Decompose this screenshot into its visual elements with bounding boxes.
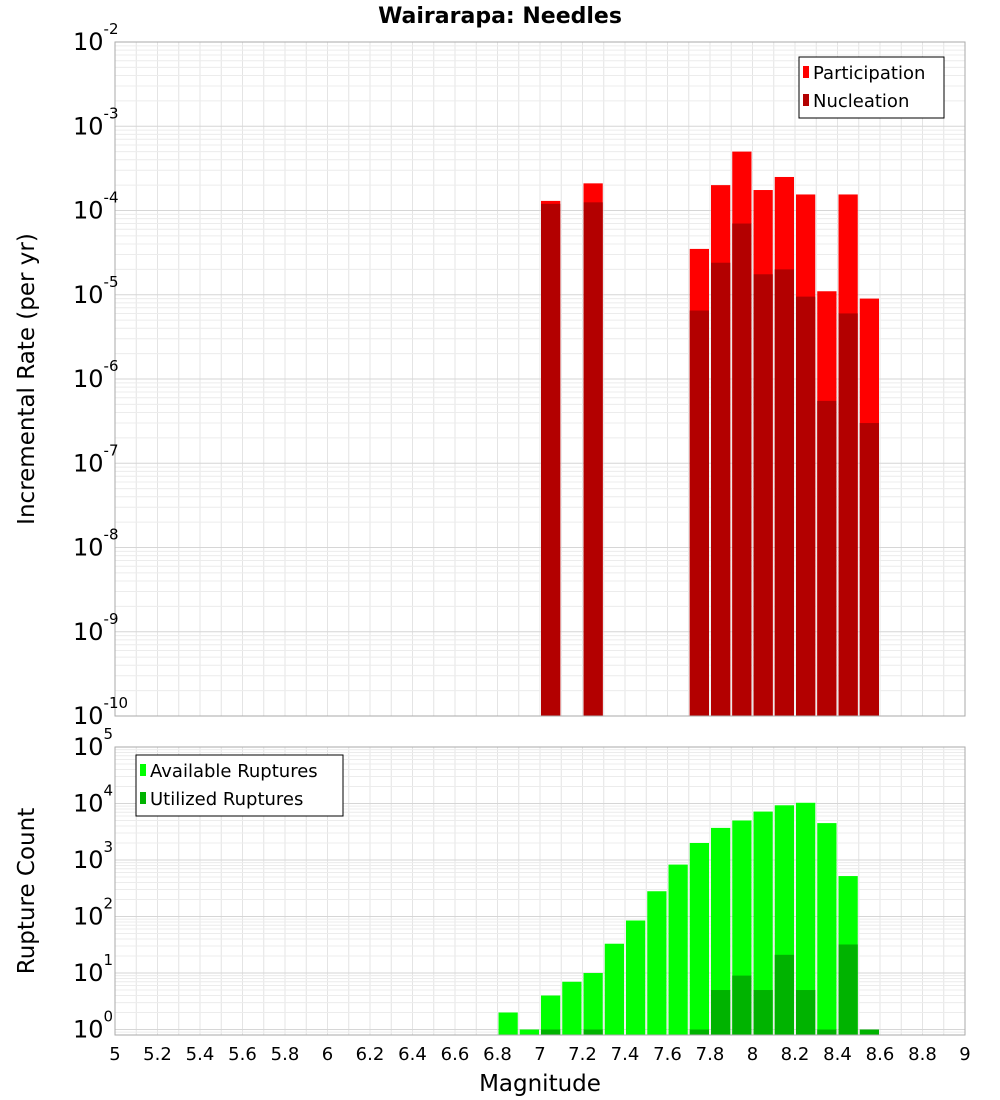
count-y-ticks: 100 101 102 103 104 105 [73, 725, 113, 1044]
bar-available-ruptures [541, 995, 561, 1035]
bar-available-ruptures [711, 827, 731, 1035]
bar-available-ruptures [647, 891, 667, 1035]
x-tick-label: 7.6 [653, 1044, 682, 1065]
y-tick-label: 10-10 [73, 694, 128, 730]
legend-label: Nucleation [813, 91, 909, 112]
x-tick-label: 8.8 [908, 1044, 937, 1065]
y-tick-label: 103 [73, 838, 113, 874]
bar-available-ruptures [668, 864, 688, 1035]
bar-available-ruptures [817, 823, 837, 1035]
x-tick-label: 8 [747, 1044, 758, 1065]
bar-nucleation [774, 269, 794, 716]
bar-utilized-ruptures [711, 990, 731, 1035]
bar-utilized-ruptures [541, 1029, 561, 1035]
y-tick-label: 104 [73, 782, 113, 818]
bar-utilized-ruptures [774, 954, 794, 1035]
bar-utilized-ruptures [689, 1029, 709, 1035]
rate-bars [541, 151, 879, 717]
x-tick-label: 5.8 [271, 1044, 300, 1065]
y-tick-label: 10-9 [73, 610, 119, 646]
bar-available-ruptures [689, 843, 709, 1035]
x-tick-label: 6.8 [483, 1044, 512, 1065]
y-tick-label: 10-2 [73, 20, 119, 56]
bar-utilized-ruptures [583, 1029, 603, 1035]
bar-available-ruptures [498, 1012, 518, 1035]
bar-nucleation [583, 202, 603, 716]
y-tick-label: 10-7 [73, 441, 119, 477]
bar-nucleation [817, 400, 837, 716]
x-tick-label: 8.2 [781, 1044, 810, 1065]
bar-available-ruptures [562, 981, 582, 1035]
x-tick-label: 5.4 [186, 1044, 215, 1065]
rate-y-axis-label: Incremental Rate (per yr) [14, 233, 40, 525]
bar-utilized-ruptures [753, 990, 773, 1035]
y-tick-label: 10-3 [73, 104, 119, 140]
count-bars [498, 802, 879, 1035]
x-axis-label: Magnitude [479, 1071, 601, 1097]
y-tick-label: 10-5 [73, 273, 119, 309]
bar-nucleation [711, 262, 731, 716]
legend-label: Available Ruptures [150, 761, 318, 782]
bar-nucleation [732, 223, 752, 717]
bar-available-ruptures [604, 943, 624, 1035]
x-tick-label: 8.6 [866, 1044, 895, 1065]
bar-available-ruptures [753, 811, 773, 1035]
x-tick-label: 9 [959, 1044, 970, 1065]
x-axis-ticks: 5 5.2 5.4 5.6 5.8 6 6.2 6.4 6.6 6.8 7 7.2 7.4 7.6 7.8 8… [109, 1044, 970, 1065]
bar-nucleation [859, 423, 879, 716]
x-tick-label: 7.4 [611, 1044, 640, 1065]
rate-grid [114, 41, 966, 717]
rate-y-ticks: 10-10 10-9 10-8 10-7 10-6 10-5 10-4 10-3 10-2 [73, 20, 128, 730]
legend-box [798, 56, 945, 119]
y-tick-label: 10-6 [73, 357, 119, 393]
count-panel: 100 101 102 103 104 105 Rupture Count Availab… [14, 725, 966, 1044]
bar-utilized-ruptures [859, 1029, 879, 1035]
bar-available-ruptures [519, 1029, 539, 1035]
x-tick-label: 7.8 [696, 1044, 725, 1065]
bar-nucleation [796, 296, 816, 716]
legend-label: Participation [813, 63, 925, 84]
count-plot-frame [114, 746, 966, 1036]
x-tick-label: 6.4 [398, 1044, 427, 1065]
legend-swatch [140, 764, 146, 776]
chart-title: Wairarapa: Needles [378, 4, 622, 29]
legend-label: Utilized Ruptures [150, 789, 303, 810]
legend-swatch [140, 792, 146, 804]
x-tick-label: 7.2 [568, 1044, 597, 1065]
bar-available-ruptures [626, 920, 646, 1035]
x-tick-label: 7 [534, 1044, 545, 1065]
count-y-axis-label: Rupture Count [14, 808, 40, 974]
x-tick-label: 6 [322, 1044, 333, 1065]
x-tick-label: 5.6 [228, 1044, 257, 1065]
legend-box [135, 754, 344, 817]
x-tick-label: 5 [109, 1044, 120, 1065]
bar-nucleation [753, 274, 773, 716]
y-tick-label: 101 [73, 951, 113, 987]
y-tick-label: 10-8 [73, 526, 119, 562]
x-tick-label: 6.6 [441, 1044, 470, 1065]
y-tick-label: 100 [73, 1008, 113, 1044]
y-tick-label: 102 [73, 895, 113, 931]
y-tick-label: 105 [73, 725, 113, 761]
rate-legend: Participation Nucleation [798, 56, 945, 119]
bar-utilized-ruptures [817, 1029, 837, 1035]
bar-nucleation [838, 313, 858, 716]
bar-nucleation [689, 310, 709, 716]
x-tick-label: 6.2 [356, 1044, 385, 1065]
count-legend: Available Ruptures Utilized Ruptures [135, 754, 344, 817]
bar-utilized-ruptures [796, 990, 816, 1035]
rate-plot-frame [114, 41, 966, 717]
bar-nucleation [541, 203, 561, 716]
rate-panel: 10-10 10-9 10-8 10-7 10-6 10-5 10-4 10-3 10-2 In… [14, 20, 966, 730]
x-tick-label: 8.4 [823, 1044, 852, 1065]
bar-available-ruptures [583, 973, 603, 1035]
bar-available-ruptures [796, 802, 816, 1035]
legend-swatch [803, 94, 809, 106]
bar-utilized-ruptures [838, 944, 858, 1035]
legend-swatch [803, 66, 809, 78]
x-tick-label: 5.2 [143, 1044, 172, 1065]
y-tick-label: 10-4 [73, 189, 119, 225]
bar-utilized-ruptures [732, 975, 752, 1035]
